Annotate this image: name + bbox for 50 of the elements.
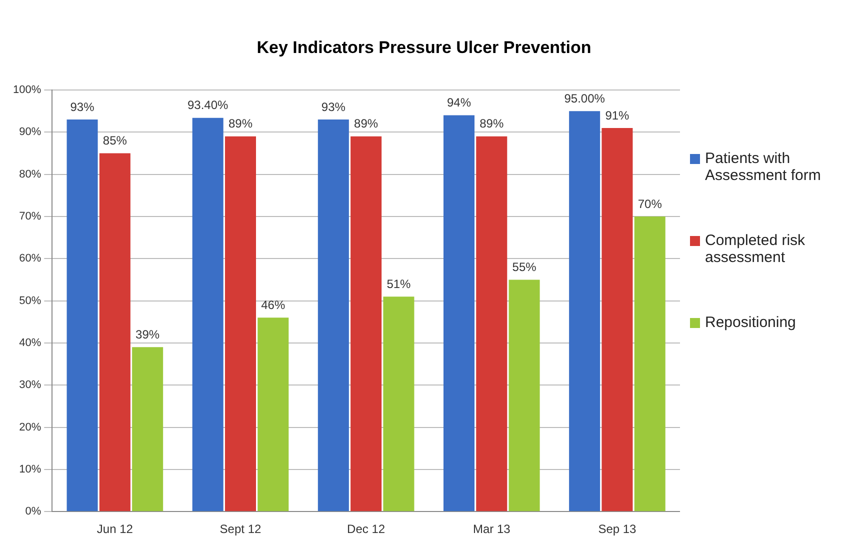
legend-label: Repositioning [705, 314, 796, 331]
x-tick-label: Sep 13 [598, 522, 637, 536]
y-tick-label: 10% [19, 463, 42, 476]
y-tick-label: 0% [25, 506, 42, 518]
y-tick-label: 100% [12, 84, 42, 96]
bar [443, 115, 474, 512]
data-label: 46% [261, 298, 286, 312]
y-tick-label: 40% [19, 336, 42, 349]
bar [132, 347, 164, 512]
data-label: 39% [136, 327, 160, 342]
bar [318, 120, 349, 512]
x-tick-label: Dec 12 [347, 522, 386, 536]
bar [224, 136, 256, 512]
data-label: 51% [386, 276, 412, 291]
y-tick-label: 70% [19, 210, 42, 223]
bar [66, 120, 98, 512]
y-tick-label: 90% [19, 126, 42, 138]
data-label: 93.40% [187, 98, 229, 112]
y-tick-label: 20% [19, 421, 42, 434]
data-label: 93% [70, 100, 95, 114]
data-label: 95.00% [564, 91, 606, 106]
bar [634, 216, 666, 512]
legend-label: Completed risk assessment [705, 232, 806, 266]
x-tick-label: Sept 12 [220, 522, 262, 536]
chart-title: Key Indicators Pressure Ulcer Prevention [256, 38, 592, 58]
data-label: 89% [480, 116, 504, 131]
data-label: 70% [638, 196, 662, 211]
data-label: 89% [354, 116, 378, 131]
bar [99, 153, 130, 512]
y-tick-label: 80% [19, 168, 42, 180]
bar [508, 280, 540, 512]
data-label: 55% [512, 260, 537, 274]
data-label: 91% [605, 108, 630, 122]
data-label: 94% [446, 96, 472, 110]
data-label: 93% [321, 100, 346, 114]
y-tick-label: 50% [19, 294, 42, 307]
legend-label: Patients with Assessment form [705, 150, 822, 184]
bar [569, 111, 600, 512]
data-label: 89% [228, 116, 253, 131]
bar [192, 118, 224, 512]
x-tick-label: Mar 13 [472, 522, 511, 536]
bar [383, 296, 414, 512]
data-label: 85% [102, 134, 128, 148]
bar [602, 128, 633, 512]
x-tick-label: Jun 12 [96, 522, 134, 536]
bar [258, 318, 289, 512]
bar [476, 136, 508, 512]
bar [350, 136, 382, 512]
y-tick-label: 60% [19, 252, 42, 265]
y-tick-label: 30% [19, 379, 42, 392]
